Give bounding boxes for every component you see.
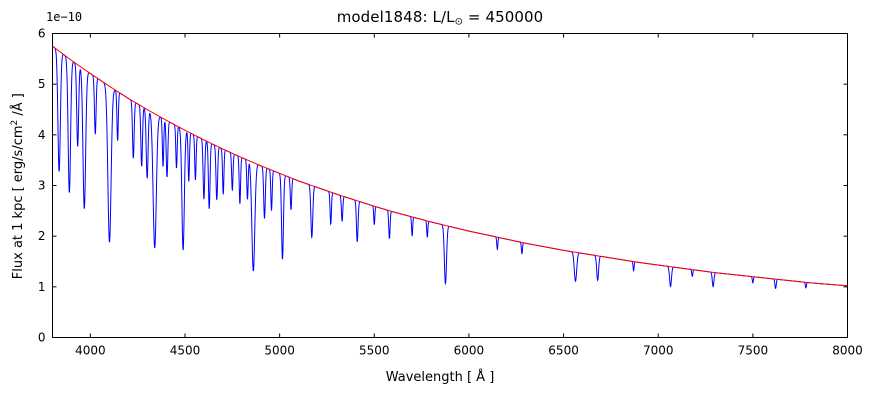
x-tick-label: 6500 <box>548 344 579 358</box>
y-axis-label-pre: Flux at 1 kpc [ erg/s/cm <box>11 125 27 280</box>
chart-title-tail: = 450000 <box>463 8 544 26</box>
x-tick-label: 4500 <box>170 344 201 358</box>
y-tick-label: 2 <box>38 229 46 243</box>
y-axis-label: Flux at 1 kpc [ erg/s/cm2 /Å ] <box>10 36 26 336</box>
x-tick-label: 4000 <box>75 344 106 358</box>
y-tick-label: 4 <box>38 128 46 142</box>
x-tick-label: 5500 <box>359 344 390 358</box>
axes-frame <box>52 33 848 338</box>
x-tick-label: 7000 <box>643 344 674 358</box>
chart-title: model1848: L/L⊙ = 450000 <box>0 8 880 28</box>
x-tick-label: 5000 <box>264 344 295 358</box>
y-tick-label: 6 <box>38 27 46 41</box>
y-tick-label: 1 <box>38 280 46 294</box>
x-tick-label: 8000 <box>832 344 863 358</box>
x-tick-label: 7500 <box>738 344 769 358</box>
y-tick-label: 3 <box>38 179 46 193</box>
chart-title-main: model1848: L/L <box>336 8 455 26</box>
y-tick-label: 0 <box>38 331 46 345</box>
x-axis-label-pre: Wavelength [ <box>385 370 477 385</box>
x-axis-label: Wavelength [ Å ] <box>0 370 880 385</box>
y-axis-label-post: /Å ] <box>11 93 27 120</box>
y-axis-exponent-label: 1e−10 <box>46 10 83 24</box>
x-tick-label: 6000 <box>454 344 485 358</box>
continuum-line <box>52 45 848 287</box>
solar-symbol-subscript: ⊙ <box>454 16 464 28</box>
angstrom-unit: Å <box>476 370 486 385</box>
y-tick-label: 5 <box>38 77 46 91</box>
y-axis-label-exponent: 2 <box>9 119 20 126</box>
x-axis-label-post: ] <box>485 370 495 385</box>
spectrum-line <box>52 45 848 289</box>
